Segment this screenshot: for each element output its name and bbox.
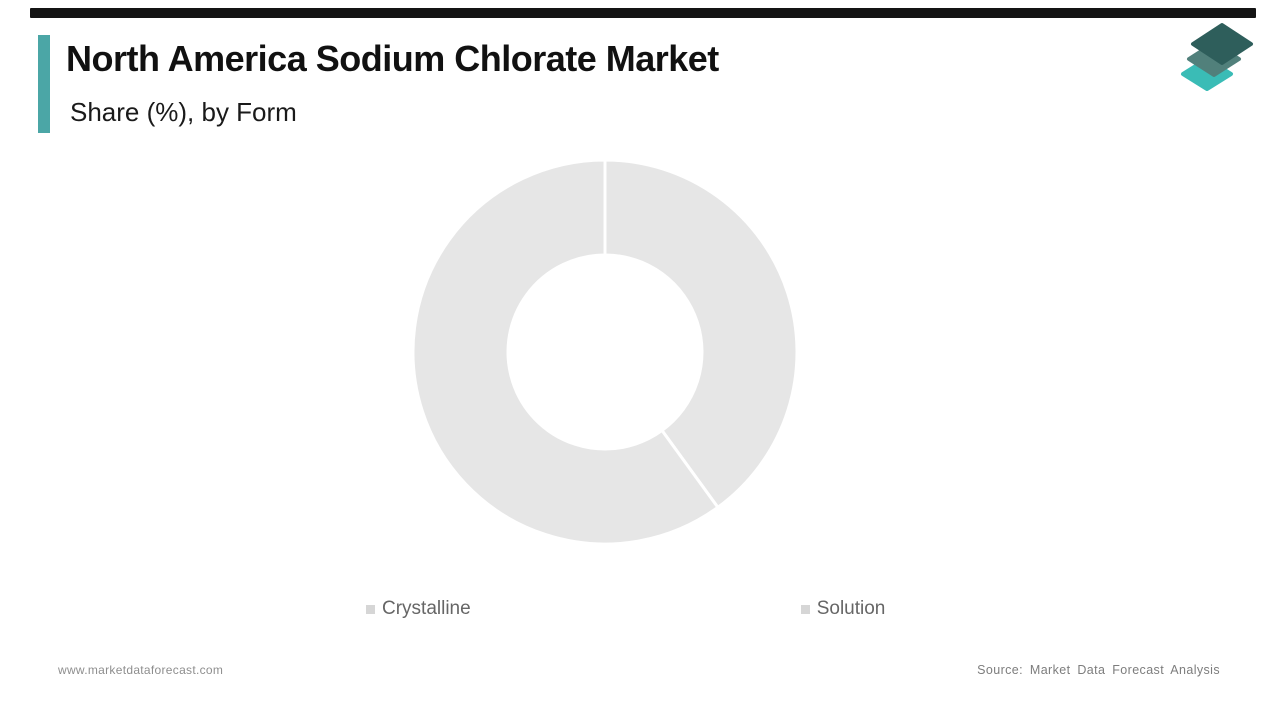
title-accent-bar (38, 35, 50, 133)
legend-marker-icon (366, 604, 375, 614)
legend-marker-icon (800, 604, 810, 614)
donut-chart (411, 158, 799, 546)
website-link[interactable]: www.marketdataforecast.com (58, 663, 224, 677)
donut-slice-solution[interactable] (411, 158, 720, 546)
legend-item-solution[interactable]: Solution (800, 598, 886, 620)
chart-legend: Crystalline Solution (366, 598, 885, 620)
brand-logo (1181, 23, 1253, 91)
legend-label: Crystalline (382, 598, 471, 619)
page-title: North America Sodium Chlorate Market (66, 38, 719, 79)
donut-slice-crystalline[interactable] (603, 158, 799, 510)
logo-layer-top-icon (1191, 23, 1253, 65)
legend-item-crystalline[interactable]: Crystalline (366, 598, 471, 620)
source-note: Source: Market Data Forecast Analysis (977, 663, 1220, 677)
page-subtitle: Share (%), by Form (70, 97, 297, 127)
legend-label: Solution (816, 598, 886, 619)
top-accent-bar (30, 8, 1256, 18)
